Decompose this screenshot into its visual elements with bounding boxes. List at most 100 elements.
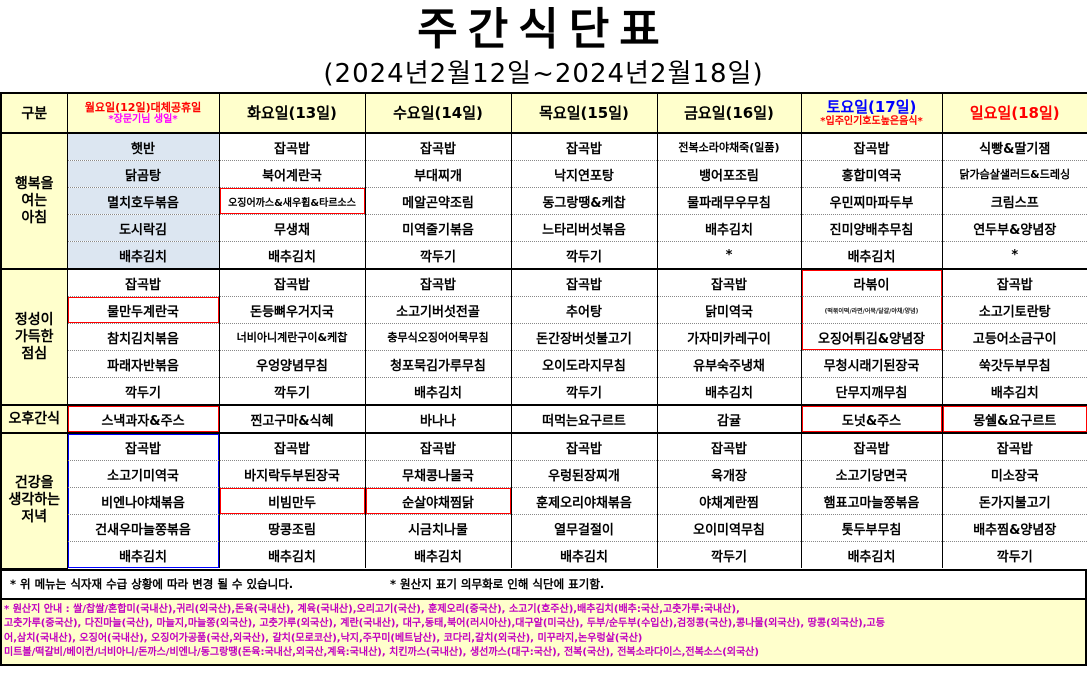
highlight-box-blue bbox=[68, 461, 218, 487]
menu-cell-sat-lunch-0: 라볶이 bbox=[800, 268, 943, 297]
menu-cell-thu-lunch-3: 오이도라지무침 bbox=[510, 350, 658, 378]
highlight-box-red bbox=[220, 188, 364, 215]
menu-cell-fri-lunch-0: 잡곡밥 bbox=[656, 268, 802, 297]
highlight-box-red bbox=[366, 488, 510, 515]
menu-cell-wed-snack-0: 바나나 bbox=[364, 404, 512, 433]
menu-cell-thu-lunch-0: 잡곡밥 bbox=[510, 268, 658, 297]
day-header-line2: *입주인기호도높은음식* bbox=[820, 115, 923, 127]
menu-cell-tue-breakfast-3: 무생채 bbox=[218, 214, 366, 242]
menu-cell-tue-breakfast-2: 오징어까스&새우휩&타르소스 bbox=[218, 187, 366, 215]
menu-cell-mon-dinner-4: 배추김치 bbox=[66, 541, 220, 568]
highlight-box-red bbox=[802, 270, 941, 296]
menu-cell-thu-dinner-4: 배추김치 bbox=[510, 541, 658, 568]
day-header-fri: 금요일(16일) bbox=[656, 93, 802, 134]
menu-cell-thu-lunch-2: 돈간장버섯불고기 bbox=[510, 323, 658, 351]
menu-cell-mon-lunch-4: 깍두기 bbox=[66, 377, 220, 405]
menu-cell-sat-dinner-2: 햄표고마늘쫑볶음 bbox=[800, 487, 943, 515]
menu-cell-sun-lunch-4: 배추김치 bbox=[941, 377, 1087, 405]
menu-cell-sat-snack-0: 도넛&주스 bbox=[800, 404, 943, 433]
origin-line-4: 미트볼/떡갈비/베이컨/너비아니/돈까스/비엔나/동그랑땡(돈육:국내산,외국산… bbox=[4, 647, 759, 658]
menu-cell-wed-lunch-2: 충무식오징어어묵무침 bbox=[364, 323, 512, 351]
menu-cell-wed-dinner-1: 무채콩나물국 bbox=[364, 460, 512, 488]
menu-cell-sun-breakfast-3: 연두부&양념장 bbox=[941, 214, 1087, 242]
menu-cell-sun-dinner-4: 깍두기 bbox=[941, 541, 1087, 568]
menu-cell-mon-breakfast-2: 멸치호두볶음 bbox=[66, 187, 220, 215]
menu-cell-tue-dinner-1: 바지락두부된장국 bbox=[218, 460, 366, 488]
menu-cell-fri-dinner-0: 잡곡밥 bbox=[656, 432, 802, 461]
menu-cell-sun-dinner-3: 배추찜&양념장 bbox=[941, 514, 1087, 542]
menu-cell-wed-breakfast-4: 깍두기 bbox=[364, 241, 512, 269]
day-header-wed: 수요일(14일) bbox=[364, 93, 512, 134]
menu-cell-thu-breakfast-2: 동그랑땡&케찹 bbox=[510, 187, 658, 215]
menu-cell-fri-dinner-1: 육개장 bbox=[656, 460, 802, 488]
category-snack: 오후간식 bbox=[0, 404, 68, 434]
menu-cell-wed-lunch-4: 배추김치 bbox=[364, 377, 512, 405]
menu-cell-thu-dinner-2: 훈제오리야채볶음 bbox=[510, 487, 658, 515]
menu-cell-sun-breakfast-1: 닭가슴살샐러드&드레싱 bbox=[941, 160, 1087, 188]
day-header-line1: 일요일(18일) bbox=[969, 103, 1060, 122]
menu-cell-mon-breakfast-4: 배추김치 bbox=[66, 241, 220, 269]
menu-cell-sat-breakfast-2: 우민찌마파두부 bbox=[800, 187, 943, 215]
menu-cell-mon-dinner-2: 비엔나야채볶음 bbox=[66, 487, 220, 515]
menu-cell-fri-lunch-3: 유부숙주냉채 bbox=[656, 350, 802, 378]
menu-cell-thu-lunch-1: 추어탕 bbox=[510, 296, 658, 324]
menu-cell-sun-dinner-0: 잡곡밥 bbox=[941, 432, 1087, 461]
menu-cell-wed-breakfast-3: 미역줄기볶음 bbox=[364, 214, 512, 242]
highlight-box-blue bbox=[68, 515, 218, 541]
menu-cell-wed-dinner-2: 순살야채찜닭 bbox=[364, 487, 512, 515]
highlight-box-blue bbox=[68, 434, 218, 460]
menu-cell-fri-dinner-3: 오이미역무침 bbox=[656, 514, 802, 542]
menu-cell-sun-breakfast-4: * bbox=[941, 241, 1087, 269]
menu-cell-fri-breakfast-2: 물파래무우무침 bbox=[656, 187, 802, 215]
highlight-box-red bbox=[220, 488, 364, 515]
menu-cell-tue-lunch-4: 깍두기 bbox=[218, 377, 366, 405]
menu-cell-sun-lunch-0: 잡곡밥 bbox=[941, 268, 1087, 297]
day-header-thu: 목요일(15일) bbox=[510, 93, 658, 134]
menu-cell-fri-lunch-1: 닭미역국 bbox=[656, 296, 802, 324]
menu-cell-thu-breakfast-3: 느타리버섯볶음 bbox=[510, 214, 658, 242]
origin-line-2: 고춧가루(중국산), 다진마늘(국산), 마늘지,마늘쫑(외국산), 고춧가루(… bbox=[4, 618, 885, 629]
menu-cell-tue-breakfast-4: 배추김치 bbox=[218, 241, 366, 269]
menu-cell-sun-lunch-2: 고등어소금구이 bbox=[941, 323, 1087, 351]
menu-cell-fri-lunch-2: 가자미카레구이 bbox=[656, 323, 802, 351]
menu-cell-fri-dinner-2: 야채계란찜 bbox=[656, 487, 802, 515]
date-range: (2024년2월12일~2024년2월18일) bbox=[323, 59, 764, 89]
menu-cell-tue-breakfast-0: 잡곡밥 bbox=[218, 132, 366, 161]
menu-cell-fri-breakfast-4: * bbox=[656, 241, 802, 269]
menu-cell-sat-breakfast-0: 잡곡밥 bbox=[800, 132, 943, 161]
menu-cell-wed-breakfast-2: 메알곤약조림 bbox=[364, 187, 512, 215]
menu-cell-tue-lunch-1: 돈등뼈우거지국 bbox=[218, 296, 366, 324]
menu-cell-sun-breakfast-2: 크림스프 bbox=[941, 187, 1087, 215]
menu-cell-sat-breakfast-4: 배추김치 bbox=[800, 241, 943, 269]
menu-cell-sun-breakfast-0: 식빵&딸기잼 bbox=[941, 132, 1087, 161]
menu-cell-sun-dinner-1: 미소장국 bbox=[941, 460, 1087, 488]
page-title: 주간식단표 bbox=[417, 4, 670, 55]
corner-label: 구분 bbox=[0, 93, 68, 134]
day-header-line1: 수요일(14일) bbox=[393, 103, 483, 122]
menu-cell-sat-dinner-4: 배추김치 bbox=[800, 541, 943, 568]
menu-cell-sun-dinner-2: 돈가지불고기 bbox=[941, 487, 1087, 515]
footnote-menu-change: * 위 메뉴는 식자재 수급 상황에 따라 변경 될 수 있습니다. bbox=[10, 576, 294, 591]
menu-cell-fri-snack-0: 감귤 bbox=[656, 404, 802, 433]
menu-cell-wed-dinner-4: 배추김치 bbox=[364, 541, 512, 568]
highlight-box-red bbox=[802, 407, 941, 433]
highlight-box-red bbox=[802, 324, 941, 351]
menu-cell-mon-breakfast-0: 햇반 bbox=[66, 132, 220, 161]
menu-cell-mon-dinner-3: 건새우마늘쫑볶음 bbox=[66, 514, 220, 542]
menu-cell-wed-dinner-3: 시금치나물 bbox=[364, 514, 512, 542]
highlight-box-blue bbox=[68, 488, 218, 514]
category-breakfast: 행복을 여는 아침 bbox=[0, 132, 68, 270]
menu-cell-tue-lunch-0: 잡곡밥 bbox=[218, 268, 366, 297]
origin-line-3: 어,삼치(국내산), 오징어(국내산), 오징어가공품(국산,외국산), 갈치(… bbox=[4, 632, 643, 644]
day-header-sat: 토요일(17일) *입주인기호도높은음식* bbox=[800, 93, 943, 134]
footnote-origin-labeling: * 원산지 표기 의무화로 인해 식단에 표기함. bbox=[390, 576, 605, 591]
day-header-tue: 화요일(13일) bbox=[218, 93, 366, 134]
menu-cell-mon-breakfast-3: 도시락김 bbox=[66, 214, 220, 242]
menu-cell-thu-breakfast-4: 깍두기 bbox=[510, 241, 658, 269]
menu-cell-thu-lunch-4: 깍두기 bbox=[510, 377, 658, 405]
menu-cell-sun-snack-0: 몽쉘&요구르트 bbox=[941, 404, 1087, 433]
day-header-line1: 토요일(17일) bbox=[826, 97, 917, 116]
menu-cell-thu-snack-0: 떠먹는요구르트 bbox=[510, 404, 658, 433]
menu-table-body: 행복을 여는 아침 햇반 잡곡밥 잡곡밥 잡곡밥 전복소라야채죽(일품) 잡곡밥 식빵&딸기잼… bbox=[0, 132, 1087, 569]
menu-cell-fri-breakfast-1: 뱅어포조림 bbox=[656, 160, 802, 188]
